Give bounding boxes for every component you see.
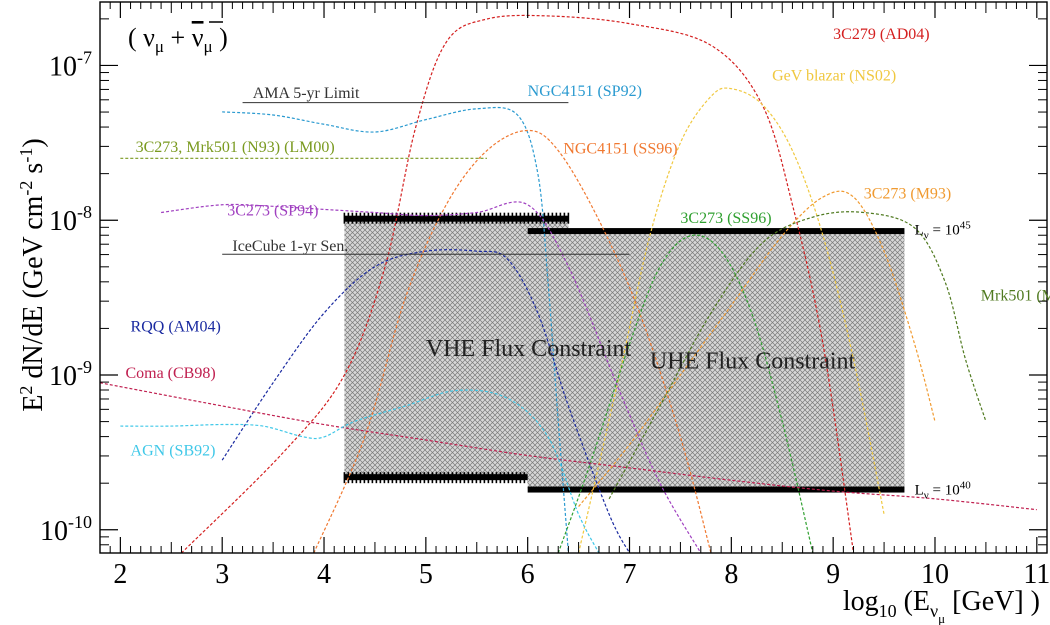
x-tick-label: 2 — [113, 559, 127, 590]
series-label-mrk501-mp01: Mrk501 (MP01) — [981, 288, 1050, 305]
y-tick-label: 10-10 — [40, 512, 92, 547]
uhe-flux-constraint-label: UHE Flux Constraint — [650, 348, 856, 374]
series-label-3c273-ss96: 3C273 (SS96) — [680, 210, 771, 227]
x-axis-title: log10 (Eνμ [GeV] ) — [843, 586, 1040, 625]
y-tick-label: 10-8 — [49, 202, 92, 237]
luminosity-label-2: Lν = 1040 — [915, 480, 972, 502]
ama-5-yr-limit-label: AMA 5-yr Limit — [253, 85, 360, 102]
series-label-3c273-sp94: 3C273 (SP94) — [227, 202, 318, 219]
x-tick-label: 6 — [521, 559, 535, 590]
uhe-flux-constraint-upper-edge — [527, 228, 905, 235]
y-tick-label: 10-7 — [49, 47, 92, 82]
series-label-agn-sb92: AGN (SB92) — [131, 442, 216, 459]
x-tick-label: 8 — [724, 559, 738, 590]
y-tick-label: 10-9 — [49, 357, 92, 392]
series-mrk501-mp01 — [608, 211, 987, 500]
series-label-3c273-m93: 3C273 (M93) — [864, 185, 952, 202]
series-label-ngc4151-sp92: NGC4151 (SP92) — [528, 83, 642, 100]
uhe-flux-constraint-region — [527, 231, 905, 490]
icecube-1-yr-sen-label: IceCube 1-yr Sen. — [232, 238, 348, 255]
x-tick-label: 5 — [419, 559, 433, 590]
series-ngc4151-ss96 — [313, 129, 712, 553]
luminosity-label-1: Lν = 1045 — [915, 220, 972, 242]
series-label-coma-cb98: Coma (CB98) — [125, 365, 215, 382]
vhe-flux-constraint-label: VHE Flux Constraint — [426, 336, 632, 362]
series-rqq-am04 — [221, 249, 631, 553]
series-label-ngc4151-ss96: NGC4151 (SS96) — [563, 140, 677, 157]
x-tick-label: 7 — [623, 559, 637, 590]
series-3c279-ad04 — [181, 14, 855, 553]
plot-frame — [99, 1, 1048, 554]
x-tick-label: 9 — [826, 559, 840, 590]
series-3c273-ss96 — [557, 234, 814, 553]
series-gev-blazar-ns02 — [578, 87, 885, 553]
series-label-gev-blazar-ns02: GeV blazar (NS02) — [772, 68, 896, 85]
x-tick-label: 3 — [215, 559, 229, 590]
series-3c273-m93 — [578, 190, 936, 507]
x-tick-label: 11 — [1023, 559, 1050, 590]
x-tick-label: 10 — [921, 559, 949, 590]
series-label-3c273-mrk501-n93-lm00: 3C273, Mrk501 (N93) (LM00) — [136, 139, 335, 156]
series-agn-sb92 — [120, 389, 600, 553]
series-3c273-sp94 — [161, 201, 702, 553]
series-label-3c279-ad04: 3C279 (AD04) — [833, 26, 929, 43]
uhe-flux-constraint-lower-edge — [527, 486, 905, 493]
series-ngc4151-sp92 — [222, 106, 570, 553]
x-tick-label: 4 — [317, 559, 331, 590]
y-axis-title: E2 dN/dE (GeV cm-2 s-1) — [16, 138, 49, 411]
series-label-rqq-am04: RQQ (AM04) — [131, 318, 221, 335]
corner-label: ( νμ + νμ ) — [128, 23, 228, 56]
series-coma-cb98 — [100, 382, 1037, 511]
